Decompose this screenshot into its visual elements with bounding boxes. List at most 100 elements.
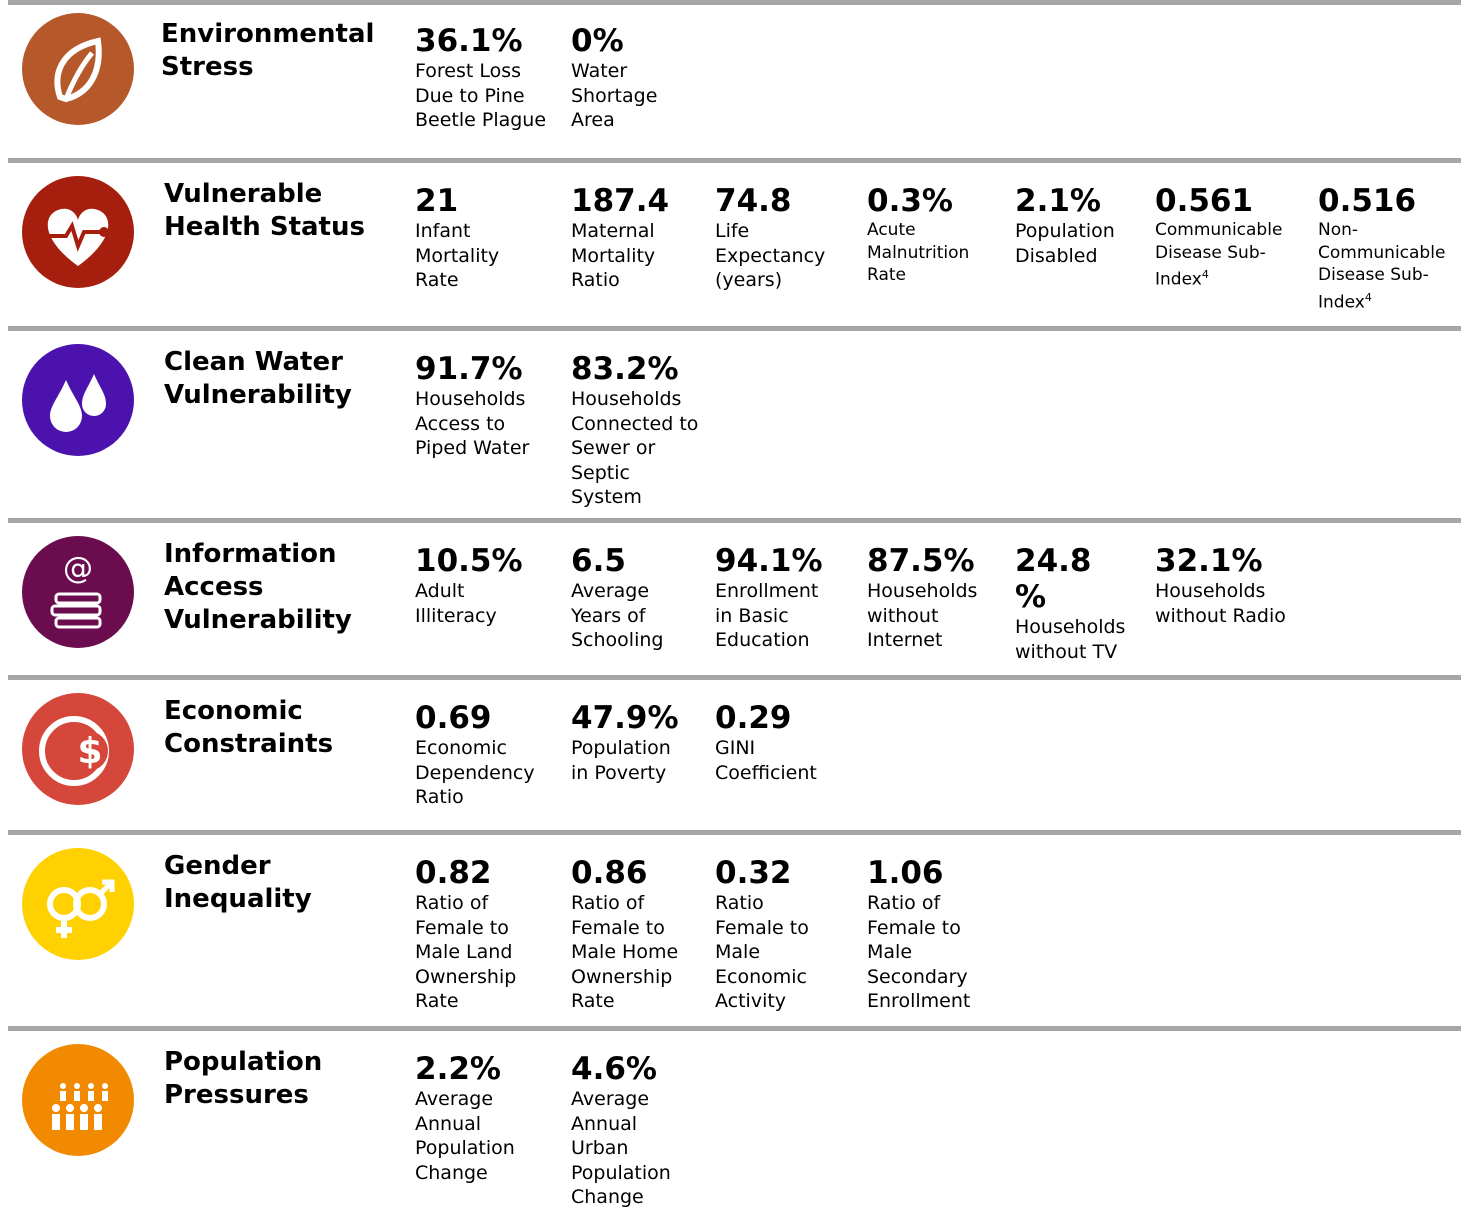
metric-value: 24.8% [1015,543,1125,615]
value-line: 2.1% [1015,183,1101,219]
section-title: Information Access Vulnerability [164,538,352,637]
label-line: Life [715,220,750,242]
label-line: Internet [867,629,943,651]
label-line: Septic [571,461,630,484]
label-line: Male Home [571,941,679,963]
metric-label: Ratio Female to Male Economic Activity [715,891,809,1014]
value-line: 24.8 [1015,543,1092,579]
label-line: Annual [571,1112,638,1135]
metric: 0.3% Acute Malnutrition Rate [867,183,969,287]
metric-value: 74.8 [715,183,825,219]
metric-label: Forest Loss Due to Pine Beetle Plague [415,59,546,133]
metric-value: 94.1% [715,543,823,579]
metric: 10.5% Adult Illiteracy [415,543,523,628]
label-line: Male [715,941,761,963]
label-line: Piped Water [415,437,530,459]
label-line: in Basic [715,604,789,627]
value-line: 87.5% [867,543,975,579]
metric: 0.561 Communicable Disease Sub- Index4 [1155,183,1282,291]
metric-value: 47.9% [571,700,679,736]
value-line: 47.9% [571,700,679,736]
icon-graphic: $ [22,693,134,805]
metric-value: 0.516 [1318,183,1445,219]
value-line: 2.2% [415,1051,501,1087]
metric-label: Households without Internet [867,579,977,653]
metric: 47.9% Population in Poverty [571,700,679,785]
metric-label: Households Connected to Sewer or Septic Syst… [571,387,698,510]
label-line: Change [571,1186,644,1208]
label-line: Average [571,580,650,602]
label-line: Rate [867,265,906,285]
value-line: 6.5 [571,543,626,579]
metric: 0.29 GINI Coefficient [715,700,817,785]
metric: 6.5 Average Years of Schooling [571,543,663,653]
title-line: Vulnerability [164,380,352,410]
label-line: Coefficient [715,761,817,784]
label-line: Access to [415,412,506,435]
value-line: 1.06 [867,855,944,891]
metric: 83.2% Households Connected to Sewer or Septi… [571,351,698,510]
title-line: Stress [161,52,254,82]
metric: 0% Water Shortage Area [571,23,657,133]
label-line: Index4 [1318,290,1372,313]
metric-label: Average Annual Urban Population Change [571,1087,671,1210]
icon-graphic [22,176,134,288]
label-line: Male Land [415,941,513,963]
metric: 36.1% Forest Loss Due to Pine Beetle Plague [415,23,546,133]
label-line: Mortality [571,244,656,267]
metric: 87.5% Households without Internet [867,543,977,653]
label-line: Forest Loss [415,60,522,82]
footnote-mark: 4 [1364,290,1372,304]
section-icon [22,176,134,288]
section-title: Clean Water Vulnerability [164,346,352,412]
metric: 74.8 Life Expectancy (years) [715,183,825,293]
title-line: Pressures [164,1080,309,1110]
value-line: 36.1% [415,23,523,59]
section-icon [22,13,134,125]
icon-graphic [22,1044,134,1156]
label-line: Households [1155,580,1266,602]
title-line: Constraints [164,729,334,759]
label-line: Population [571,737,671,759]
label-line: Urban [571,1137,629,1159]
value-line: 187.4 [571,183,670,219]
label-line: Years of [571,604,646,627]
metric: 24.8% Households without TV [1015,543,1125,664]
label-line: Communicable [1155,220,1283,240]
metric: 0.86 Ratio of Female to Male Home Ownership R… [571,855,678,1014]
label-line: Population [571,1161,671,1184]
value-line: 0.82 [415,855,492,891]
section-title: Gender Inequality [164,850,312,916]
value-line: 10.5% [415,543,523,579]
metric-value: 87.5% [867,543,977,579]
label-line: Dependency [415,761,535,784]
label-line: Female to [715,916,809,939]
metric-value: 0.561 [1155,183,1282,219]
label-line: Due to Pine [415,84,525,107]
label-line: Ownership [571,965,673,988]
label-line: Area [571,109,615,131]
label-line: (years) [715,269,783,291]
label-line: Economic [415,737,507,759]
label-line: Households [867,580,978,602]
metric-label: Ratio of Female to Male Home Ownership Rate [571,891,678,1014]
label-line: Households [1015,616,1126,638]
label-line: Change [415,1161,488,1184]
section-title: Population Pressures [164,1046,322,1112]
title-line: Health Status [164,212,365,242]
label-line: Disease Sub- [1318,265,1429,285]
metric-label: Households without TV [1015,615,1125,664]
section-icon: $ [22,693,134,805]
section-title: Vulnerable Health Status [164,178,365,244]
metric-label: Population Disabled [1015,219,1115,268]
icon-graphic: @ [22,536,134,648]
label-line: Secondary [867,965,968,988]
label-line: Expectancy [715,244,826,267]
value-line: 4.6% [571,1051,657,1087]
label-line: Index4 [1155,268,1209,290]
value-line: 0.29 [715,700,792,736]
metric-label: Households Access to Piped Water [415,387,529,461]
label-line: Malnutrition [867,242,970,263]
metric-value: 0.29 [715,700,817,736]
